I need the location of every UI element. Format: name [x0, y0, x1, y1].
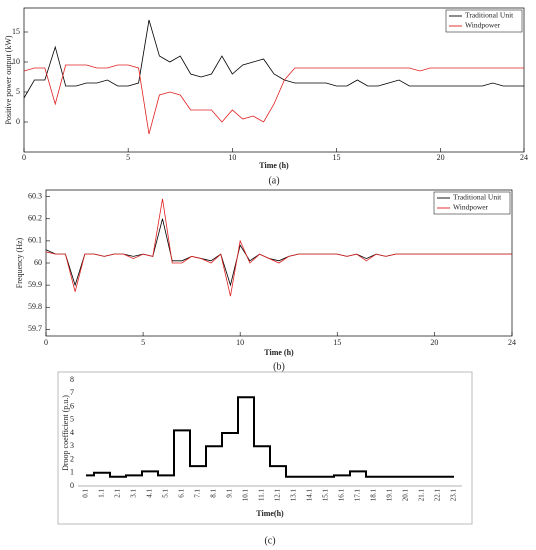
y-axis-label: Droop coefficient (p.u.) [61, 395, 70, 471]
x-tick-label: 14.1 [306, 489, 314, 502]
x-tick-label: 7.1 [194, 489, 202, 498]
legend-label: Windpower [465, 21, 501, 30]
x-axis-label: Time (h) [264, 348, 294, 357]
series-line [45, 218, 512, 287]
y-tick-label: 8 [70, 375, 74, 384]
x-tick-label: 8.1 [210, 489, 218, 498]
y-tick-label: 60.2 [28, 214, 42, 223]
y-axis-label: Positive power output (kW) [4, 35, 13, 124]
legend-frame [445, 9, 523, 33]
panel-caption: (b) [273, 361, 285, 372]
x-tick-label: 20 [437, 153, 445, 162]
x-tick-label: 12.1 [274, 489, 282, 502]
y-tick-label: 60.1 [28, 236, 42, 245]
plot-frame [23, 7, 525, 153]
x-tick-label: 15 [333, 153, 341, 162]
legend-label: Traditional Unit [453, 193, 502, 202]
x-tick-label: 9.1 [226, 489, 234, 498]
y-tick-label: 59.8 [28, 302, 42, 311]
series-line [23, 19, 524, 99]
y-tick-label: 59.9 [28, 280, 42, 289]
x-tick-label: 16.1 [338, 489, 346, 502]
x-tick-label: 15.1 [322, 489, 330, 502]
x-tick-label: 18.1 [370, 489, 378, 502]
y-tick-label: 59.7 [28, 324, 42, 333]
y-tick-label: 60.3 [28, 191, 42, 200]
x-tick-label: 22.1 [434, 489, 442, 502]
x-tick-label: 5.1 [162, 489, 170, 498]
x-tick-label: 20 [430, 338, 438, 347]
x-tick-label: 1.1 [98, 489, 106, 498]
x-axis-label: Time (h) [259, 161, 289, 170]
x-tick-label: 17.1 [354, 489, 362, 502]
x-axis-label: Time(h) [256, 509, 284, 518]
y-tick-label: 7 [70, 388, 74, 397]
x-tick-label: 10 [236, 338, 244, 347]
y-tick-label: 10 [12, 57, 20, 66]
x-tick-label: 23.1 [450, 489, 458, 502]
x-tick-label: 21.1 [418, 489, 426, 502]
y-tick-label: 5 [70, 415, 74, 424]
y-tick-label: 5 [16, 87, 20, 96]
legend-label: Windpower [453, 203, 489, 212]
x-tick-label: 15 [333, 338, 341, 347]
x-tick-label: 6.1 [178, 489, 186, 498]
x-tick-label: 10.1 [242, 489, 250, 502]
x-tick-label: 24 [508, 338, 516, 347]
x-tick-label: 20.1 [402, 489, 410, 502]
x-tick-label: 3.1 [130, 489, 138, 498]
x-tick-label: 5 [126, 153, 130, 162]
panel-frame [57, 371, 473, 525]
x-tick-label: 24 [520, 153, 528, 162]
panel-caption: (a) [268, 175, 279, 186]
x-tick-label: 0.1 [82, 489, 90, 498]
y-tick-label: 1 [70, 468, 74, 477]
x-tick-label: 11.1 [258, 489, 266, 501]
series-line [86, 396, 454, 478]
x-tick-label: 2.1 [114, 489, 122, 498]
x-tick-label: 4.1 [146, 489, 154, 498]
y-tick-label: 0 [16, 117, 20, 126]
x-tick-label: 13.1 [290, 489, 298, 502]
legend-frame [433, 191, 511, 215]
y-tick-label: 60 [34, 258, 42, 267]
plot-frame [45, 189, 513, 337]
y-tick-label: 2 [70, 454, 74, 463]
y-tick-label: 3 [70, 441, 74, 450]
y-tick-label: 15 [12, 27, 20, 36]
x-tick-label: 10 [228, 153, 236, 162]
series-line [45, 198, 512, 297]
x-tick-label: 19.1 [386, 489, 394, 502]
y-tick-label: 4 [70, 428, 74, 437]
series-line [23, 64, 524, 135]
x-tick-label: 0 [22, 153, 26, 162]
y-axis-label: Frequency (Hz) [15, 237, 24, 288]
legend-label: Traditional Unit [465, 11, 514, 20]
x-tick-label: 0 [44, 338, 48, 347]
x-tick-label: 5 [141, 338, 145, 347]
y-tick-label: 6 [70, 401, 74, 410]
y-tick-label: 0 [70, 481, 74, 490]
panel-caption: (c) [264, 535, 275, 546]
